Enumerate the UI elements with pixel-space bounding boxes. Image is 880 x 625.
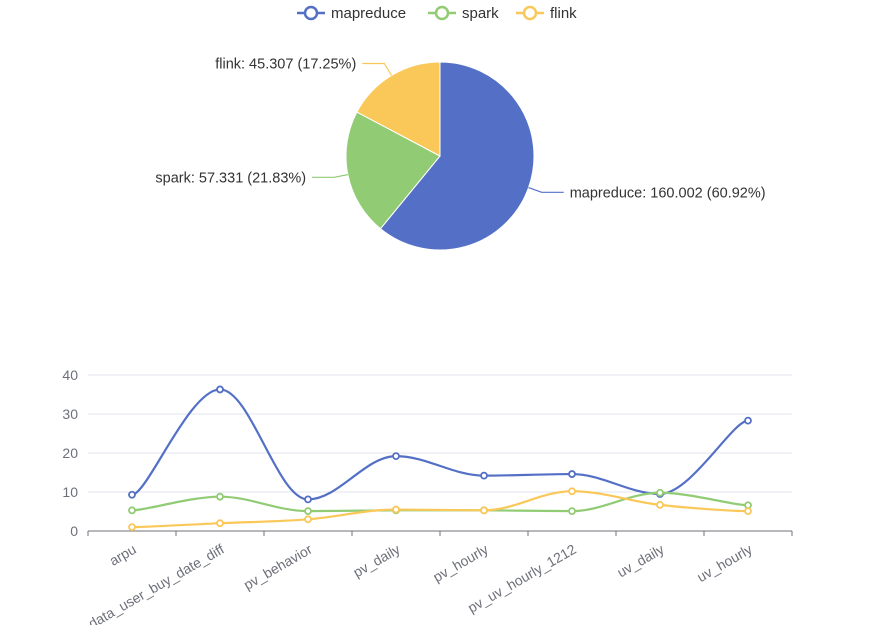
pie-label-mapreduce: mapreduce: 160.002 (60.92%): [570, 185, 766, 201]
data-point-flink-pv-hourly[interactable]: [480, 506, 488, 515]
x-tick-label-pv-daily: pv_daily: [350, 541, 402, 581]
pie-leader-line-flink: [362, 62, 393, 76]
series-mapreduce: [128, 385, 752, 504]
data-point-mapreduce-pv-uv-hourly-1212[interactable]: [568, 470, 576, 478]
legend-marker-spark: [434, 5, 450, 21]
x-tick-label-pv-hourly: pv_hourly: [430, 541, 491, 585]
pie-label-spark: spark: 57.331 (21.83%): [155, 170, 306, 186]
line-chart-series: [128, 385, 752, 531]
line-chart-grid: [88, 374, 792, 493]
y-tick-label: 0: [70, 523, 78, 539]
pie-leader-line-spark: [312, 174, 349, 178]
data-point-spark-arpu[interactable]: [128, 506, 136, 515]
x-tick-label-uv-daily: uv_daily: [614, 541, 666, 581]
legend-item-mapreduce[interactable]: mapreduce: [297, 5, 406, 22]
data-point-spark-data-user-buy-date-diff[interactable]: [216, 492, 224, 501]
y-tick-label: 40: [62, 367, 78, 383]
legend-marker-mapreduce: [303, 5, 319, 21]
series-line-flink[interactable]: [131, 490, 749, 529]
data-point-flink-data-user-buy-date-diff[interactable]: [216, 519, 224, 528]
data-point-flink-pv-uv-hourly-1212[interactable]: [568, 487, 576, 496]
legend-label-flink: flink: [550, 5, 577, 22]
x-tick-label-pv-behavior: pv_behavior: [241, 541, 315, 593]
data-point-mapreduce-pv-daily[interactable]: [392, 452, 400, 461]
data-point-spark-pv-uv-hourly-1212[interactable]: [568, 507, 576, 516]
data-point-mapreduce-arpu[interactable]: [128, 490, 136, 499]
pie-slice-mapreduce[interactable]: [379, 61, 535, 251]
data-point-flink-uv-daily[interactable]: [656, 500, 664, 509]
pie-label-flink: flink: 45.307 (17.25%): [215, 56, 356, 72]
legend-label-spark: spark: [462, 5, 499, 22]
y-tick-label: 10: [62, 484, 78, 500]
data-point-mapreduce-data-user-buy-date-diff[interactable]: [216, 385, 224, 394]
data-point-flink-pv-behavior[interactable]: [304, 515, 312, 524]
y-tick-label: 30: [62, 406, 78, 422]
legend-item-flink[interactable]: flink: [516, 5, 577, 22]
data-point-flink-pv-daily[interactable]: [392, 505, 400, 514]
data-point-flink-arpu[interactable]: [128, 523, 136, 531]
series-flink: [128, 487, 752, 531]
data-point-spark-uv-daily[interactable]: [656, 488, 664, 497]
x-tick-label-arpu: arpu: [106, 541, 138, 569]
legend: mapreduce spark flink: [297, 5, 577, 22]
legend-marker-flink: [522, 5, 538, 21]
y-tick-label: 20: [62, 445, 78, 461]
series-line-spark[interactable]: [131, 491, 749, 513]
data-point-flink-uv-hourly[interactable]: [744, 507, 752, 516]
pie-slice-flink[interactable]: [356, 61, 441, 157]
series-line-mapreduce[interactable]: [131, 388, 749, 501]
legend-item-spark[interactable]: spark: [428, 5, 499, 22]
data-point-mapreduce-pv-hourly[interactable]: [480, 471, 488, 480]
legend-label-mapreduce: mapreduce: [331, 5, 406, 22]
pie-leader-line-mapreduce: [528, 187, 564, 193]
x-tick-label-data-user-buy-date-diff: data_user_buy_date_diff: [85, 541, 226, 625]
data-point-mapreduce-uv-hourly[interactable]: [744, 416, 752, 425]
data-point-mapreduce-pv-behavior[interactable]: [304, 495, 312, 504]
x-tick-label-uv-hourly: uv_hourly: [694, 541, 755, 585]
pie-chart: mapreduce: 160.002 (60.92%) spark: 57.331…: [155, 56, 766, 251]
data-point-spark-pv-behavior[interactable]: [304, 507, 312, 516]
